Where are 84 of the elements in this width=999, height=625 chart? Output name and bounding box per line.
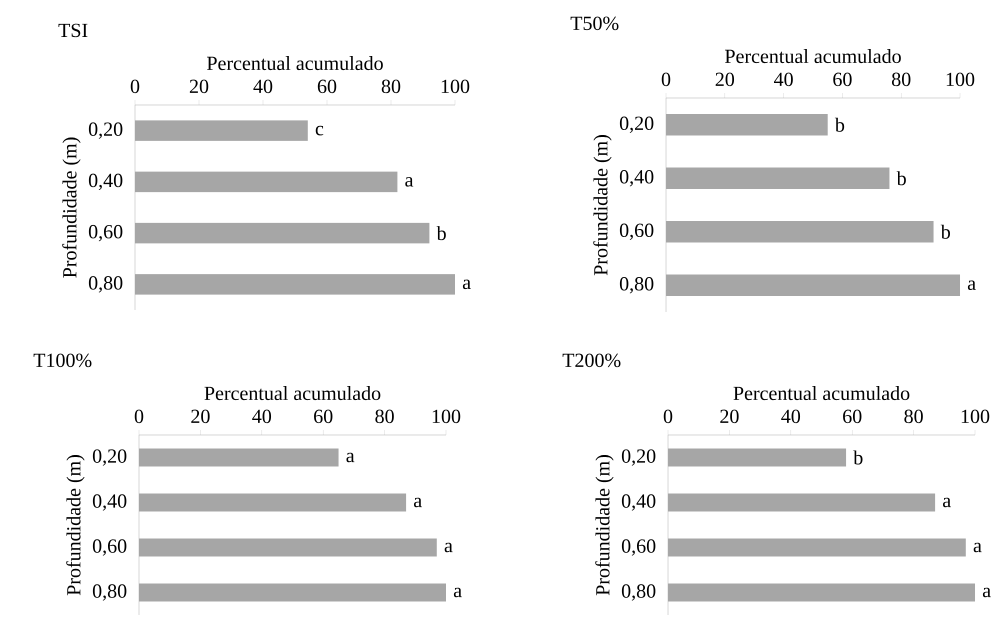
y-tick-label: 0,40: [92, 494, 126, 511]
x-tick-label: 0: [664, 410, 672, 424]
x-tick-label: 20: [716, 72, 734, 86]
x-tick-label: 20: [190, 80, 208, 94]
y-tick-label: 0,60: [88, 224, 122, 242]
x-tick-label: 0: [662, 72, 670, 86]
annotation: c: [316, 126, 324, 136]
bar: [666, 221, 934, 242]
y-tick-label: 0,40: [622, 494, 656, 511]
y-tick-label: 0,80: [620, 277, 654, 294]
bar: [135, 120, 308, 141]
x-tick-label: 40: [774, 72, 793, 86]
x-tick-label: 100: [432, 410, 460, 424]
chart-title: T50%: [570, 16, 618, 30]
y-axis-title: Profundidade (m): [593, 135, 612, 276]
bar: [139, 493, 406, 512]
y-tick-label: 0,20: [88, 122, 122, 139]
y-tick-label: 0,20: [92, 449, 126, 466]
x-tick-label: 40: [252, 410, 272, 424]
annotation: a: [346, 452, 354, 462]
x-tick-label: 40: [253, 80, 272, 94]
y-tick-label: 0,20: [622, 449, 656, 466]
annotation: a: [968, 280, 976, 290]
x-tick-label: 80: [382, 80, 400, 94]
annotation: b: [834, 118, 844, 132]
bar: [666, 168, 890, 189]
chart-title: TSI: [58, 24, 88, 38]
chart-title: T200%: [562, 354, 620, 368]
x-tick-label: 60: [318, 80, 336, 94]
x-tick-label: 60: [843, 410, 862, 424]
y-axis-title: Profundidade (m): [66, 455, 85, 596]
annotation: a: [943, 498, 951, 508]
bar: [668, 448, 846, 466]
x-tick-label: 60: [833, 72, 852, 86]
y-axis-title: Profundidade (m): [595, 455, 614, 596]
bar: [668, 583, 976, 602]
annotation: b: [853, 450, 863, 465]
bar: [139, 448, 339, 466]
y-tick-label: 0,40: [620, 170, 654, 186]
annotation: b: [940, 224, 950, 239]
x-axis-title: Percentual acumulado: [204, 386, 380, 400]
x-tick-label: 0: [130, 80, 140, 94]
x-tick-label: 80: [375, 410, 394, 424]
x-axis-title: Percentual acumulado: [207, 56, 383, 70]
x-tick-label: 100: [946, 72, 974, 86]
bar: [135, 274, 456, 295]
y-tick-label: 0,80: [622, 584, 656, 601]
y-tick-label: 0,60: [622, 539, 656, 556]
x-tick-label: 100: [442, 80, 470, 94]
y-tick-label: 0,40: [88, 174, 122, 190]
annotation: a: [974, 542, 982, 552]
annotation: a: [444, 542, 453, 552]
x-tick-label: 0: [134, 410, 144, 424]
y-tick-label: 0,80: [88, 276, 122, 293]
bar: [139, 583, 446, 602]
bar: [139, 538, 437, 556]
x-tick-label: 20: [191, 410, 210, 424]
y-axis-title: Profundidade (m): [62, 138, 81, 278]
bar: [666, 274, 960, 296]
bar: [135, 222, 430, 244]
x-tick-label: 100: [962, 410, 990, 424]
x-axis-title: Percentual acumulado: [725, 49, 901, 64]
x-tick-label: 80: [904, 410, 923, 424]
annotation: a: [462, 280, 471, 290]
x-tick-label: 40: [781, 410, 800, 424]
y-tick-label: 0,80: [92, 584, 126, 601]
bar: [668, 538, 966, 556]
x-tick-label: 20: [720, 410, 739, 424]
annotation: b: [896, 171, 906, 186]
y-tick-label: 0,60: [620, 224, 654, 240]
annotation: a: [454, 588, 462, 598]
bar: [666, 114, 828, 136]
x-axis-title: Percentual acumulado: [734, 386, 910, 400]
annotation: a: [982, 588, 991, 598]
x-tick-label: 60: [314, 410, 332, 424]
bar: [135, 172, 398, 192]
annotation: a: [405, 177, 414, 187]
x-tick-label: 80: [892, 72, 910, 86]
annotation: a: [414, 498, 422, 508]
y-tick-label: 0,20: [620, 116, 654, 133]
y-tick-label: 0,60: [92, 539, 126, 556]
chart-title: T100%: [34, 354, 92, 368]
bar: [668, 493, 936, 512]
annotation: b: [436, 226, 446, 240]
